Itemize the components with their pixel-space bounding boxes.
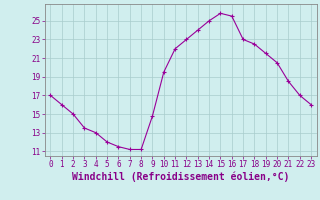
- X-axis label: Windchill (Refroidissement éolien,°C): Windchill (Refroidissement éolien,°C): [72, 172, 290, 182]
